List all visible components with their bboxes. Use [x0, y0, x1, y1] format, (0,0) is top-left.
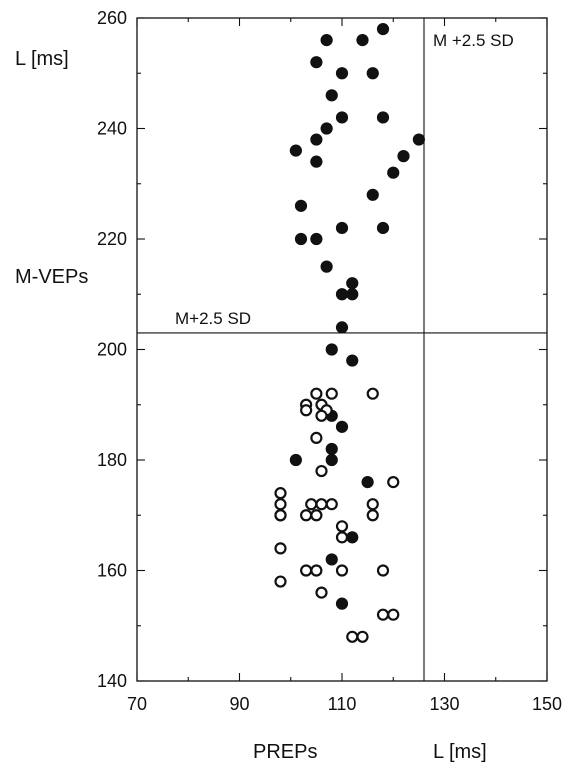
- data-point-open: [315, 498, 328, 511]
- data-point-filled: [335, 420, 349, 433]
- data-point-open: [310, 431, 323, 444]
- y-axis-label: M-VEPs: [15, 266, 88, 288]
- data-point-filled: [387, 166, 400, 179]
- x-tick-label: 130: [429, 694, 459, 714]
- data-point-filled: [335, 221, 349, 235]
- reference-label-horizontal: M+2.5 SD: [175, 309, 251, 328]
- y-tick-label: 240: [97, 119, 127, 139]
- data-point-filled: [320, 34, 333, 47]
- data-point-filled: [412, 133, 425, 146]
- data-point-open: [335, 531, 349, 544]
- data-point-open: [300, 509, 313, 522]
- data-point-filled: [335, 111, 349, 124]
- data-point-filled: [346, 531, 359, 544]
- data-point-open: [366, 387, 379, 400]
- data-point-filled: [366, 67, 379, 80]
- data-point-open: [387, 608, 400, 621]
- y-tick-label: 140: [97, 671, 127, 691]
- data-point-open: [387, 476, 400, 489]
- data-point-open: [346, 630, 359, 643]
- data-point-open: [274, 487, 287, 500]
- data-point-filled: [325, 343, 338, 356]
- data-point-open: [366, 498, 379, 511]
- reference-label-vertical: M +2.5 SD: [433, 31, 514, 50]
- data-point-open: [315, 586, 328, 599]
- data-point-filled: [310, 155, 323, 168]
- data-point-open: [274, 575, 287, 588]
- data-point-filled: [356, 34, 369, 47]
- data-point-open: [315, 409, 328, 422]
- x-tick-label: 90: [229, 694, 249, 714]
- y-axis-unit-label: L [ms]: [15, 48, 69, 70]
- data-point-open: [356, 630, 369, 643]
- data-point-filled: [335, 288, 349, 301]
- data-points: [274, 22, 425, 643]
- y-tick-label: 220: [97, 229, 127, 249]
- data-point-filled: [325, 453, 338, 467]
- data-point-filled: [346, 277, 359, 290]
- data-point-open: [300, 564, 313, 577]
- data-point-filled: [335, 597, 349, 610]
- x-tick-label: 70: [127, 694, 147, 714]
- data-point-filled: [325, 442, 338, 456]
- data-point-filled: [335, 67, 349, 80]
- data-point-filled: [397, 150, 410, 163]
- data-point-filled: [376, 22, 390, 36]
- data-point-filled: [325, 553, 338, 566]
- data-point-filled: [294, 232, 308, 246]
- axis-ticks: 70 90 110 130 150 140 160 180 200 220 240 260: [97, 8, 562, 714]
- data-point-filled: [366, 188, 379, 201]
- x-tick-label: 110: [328, 694, 357, 714]
- data-point-filled: [376, 221, 390, 235]
- data-point-open: [335, 520, 349, 533]
- data-point-filled: [310, 133, 323, 146]
- data-point-open: [274, 509, 287, 522]
- data-point-open: [366, 509, 379, 522]
- data-point-open: [325, 387, 338, 400]
- data-point-open: [310, 564, 323, 577]
- x-tick-label: 150: [532, 694, 562, 714]
- data-point-filled: [361, 476, 374, 489]
- y-tick-label: 260: [97, 8, 127, 28]
- data-point-filled: [320, 260, 333, 273]
- y-tick-label: 200: [97, 340, 127, 360]
- x-axis-unit-label: L [ms]: [433, 741, 487, 763]
- data-point-open: [310, 387, 323, 400]
- data-point-filled: [335, 321, 349, 334]
- data-point-open: [335, 564, 349, 577]
- data-point-open: [376, 608, 390, 621]
- data-point-filled: [346, 354, 359, 367]
- data-point-filled: [289, 144, 302, 157]
- data-point-open: [376, 564, 390, 577]
- data-point-filled: [310, 232, 323, 246]
- data-point-open: [315, 464, 328, 478]
- data-point-open: [274, 498, 287, 511]
- data-point-filled: [320, 122, 333, 135]
- data-point-filled: [310, 56, 323, 69]
- data-point-filled: [325, 89, 338, 102]
- x-axis-label: PREPs: [253, 741, 317, 763]
- data-point-open: [310, 509, 323, 522]
- data-point-open: [305, 498, 318, 511]
- data-point-filled: [346, 288, 359, 301]
- data-point-open: [300, 404, 313, 417]
- data-point-filled: [376, 111, 390, 124]
- data-point-open: [274, 542, 287, 555]
- data-point-filled: [294, 199, 308, 212]
- y-tick-label: 180: [97, 450, 127, 470]
- y-tick-label: 160: [97, 561, 127, 581]
- data-point-filled: [289, 453, 302, 467]
- data-point-open: [325, 498, 338, 511]
